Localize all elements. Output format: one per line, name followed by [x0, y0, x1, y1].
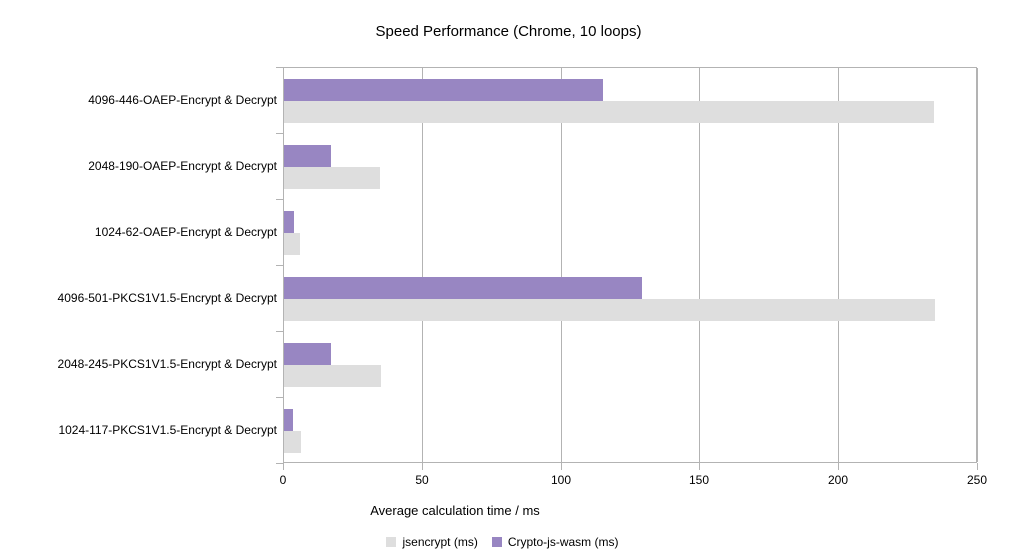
x-tick-label: 250: [966, 473, 988, 487]
y-axis-tick: [276, 331, 284, 332]
legend-item-jsencrypt: jsencrypt (ms): [386, 535, 478, 549]
bar-crypto-js-wasm-5: [284, 409, 294, 431]
legend: jsencrypt (ms) Crypto-js-wasm (ms): [0, 535, 1005, 549]
bar-jsencrypt-5: [284, 431, 301, 453]
bar-crypto-js-wasm-3: [284, 277, 643, 299]
bar-crypto-js-wasm-0: [284, 79, 604, 101]
x-axis-tick: [561, 463, 562, 470]
bar-jsencrypt-3: [284, 299, 935, 321]
bar-jsencrypt-0: [284, 101, 934, 123]
bar-jsencrypt-2: [284, 233, 301, 255]
bar-jsencrypt-1: [284, 167, 380, 189]
legend-label-jsencrypt: jsencrypt (ms): [402, 535, 478, 549]
bar-crypto-js-wasm-2: [284, 211, 295, 233]
x-tick-label: 200: [827, 473, 849, 487]
y-axis-tick: [276, 397, 284, 398]
x-axis-tick: [422, 463, 423, 470]
y-category-label: 4096-446-OAEP-Encrypt & Decrypt: [88, 93, 277, 107]
gridline-50: [422, 68, 423, 462]
plot-area: [283, 67, 978, 463]
gridline-150: [699, 68, 700, 462]
legend-item-crypto-js-wasm: Crypto-js-wasm (ms): [491, 535, 619, 549]
x-axis-tick: [283, 463, 284, 470]
y-axis-tick: [276, 463, 284, 464]
x-axis-tick: [977, 463, 978, 470]
gridline-100: [561, 68, 562, 462]
chart-title: Speed Performance (Chrome, 10 loops): [375, 23, 642, 40]
y-axis-tick: [276, 199, 284, 200]
gridline-200: [838, 68, 839, 462]
x-axis-tick: [699, 463, 700, 470]
legend-swatch-jsencrypt: [386, 537, 397, 547]
y-category-label: 2048-245-PKCS1V1.5-Encrypt & Decrypt: [57, 357, 277, 371]
y-category-label: 1024-62-OAEP-Encrypt & Decrypt: [94, 225, 277, 239]
bar-crypto-js-wasm-1: [284, 145, 332, 167]
x-axis-tick: [838, 463, 839, 470]
x-tick-label: 150: [688, 473, 710, 487]
y-axis-tick: [276, 133, 284, 134]
x-tick-label: 0: [279, 473, 287, 487]
legend-swatch-crypto-js-wasm: [491, 537, 502, 547]
y-axis-tick: [276, 67, 284, 68]
gridline-250: [977, 68, 978, 462]
y-category-label: 1024-117-PKCS1V1.5-Encrypt & Decrypt: [58, 423, 277, 437]
y-category-label: 4096-501-PKCS1V1.5-Encrypt & Decrypt: [57, 291, 277, 305]
bar-crypto-js-wasm-4: [284, 343, 332, 365]
y-axis-tick: [276, 265, 284, 266]
bar-jsencrypt-4: [284, 365, 381, 387]
y-category-label: 2048-190-OAEP-Encrypt & Decrypt: [88, 159, 277, 173]
x-axis-title: Average calculation time / ms: [370, 503, 540, 518]
legend-label-crypto-js-wasm: Crypto-js-wasm (ms): [507, 535, 619, 549]
x-tick-label: 100: [550, 473, 572, 487]
x-tick-label: 50: [415, 473, 429, 487]
